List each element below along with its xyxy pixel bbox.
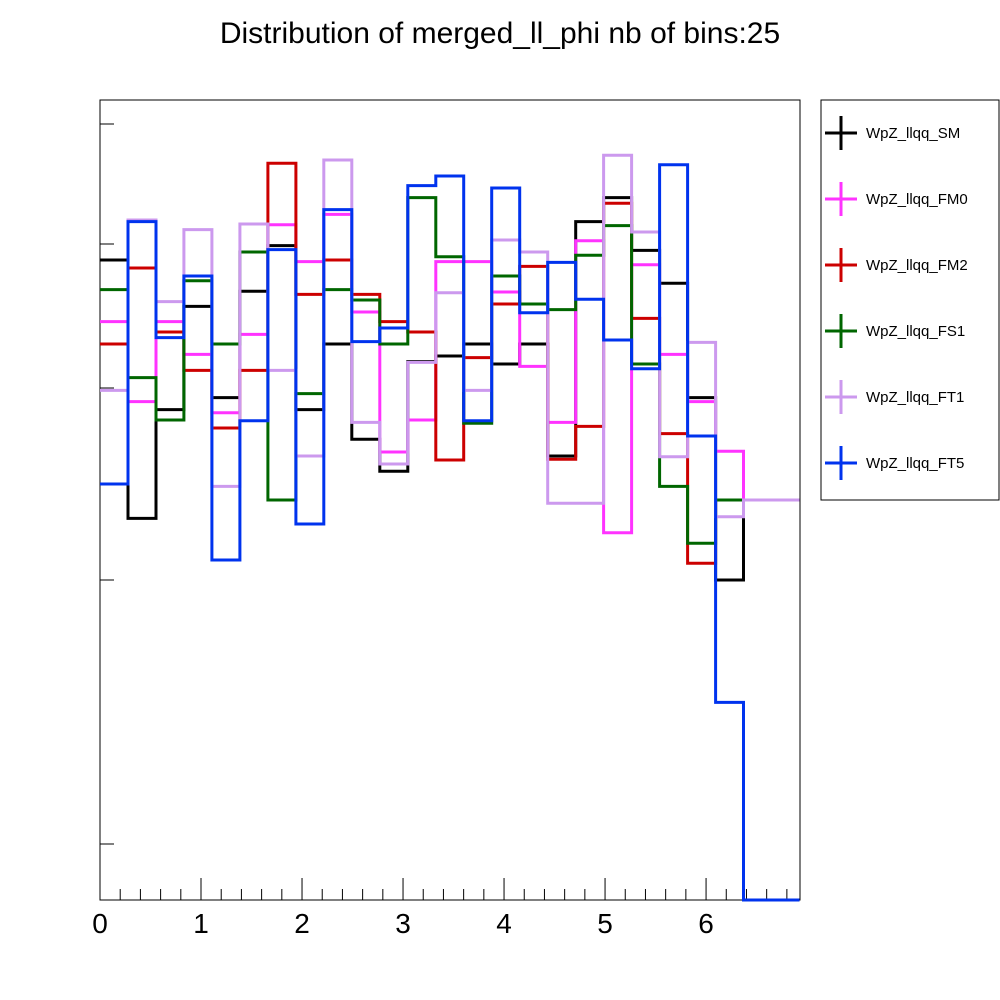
legend-entry: WpZ_llqq_FM2 <box>825 248 968 282</box>
legend-box <box>820 99 1000 501</box>
chart-title: Distribution of merged_ll_phi nb of bins… <box>220 17 780 50</box>
x-tick-label: 4 <box>496 908 512 939</box>
legend-entry: WpZ_llqq_FM0 <box>825 182 968 216</box>
x-tick-label: 2 <box>294 908 310 939</box>
legend-label: WpZ_llqq_FM0 <box>866 191 968 208</box>
legend-label: WpZ_llqq_FT1 <box>866 389 964 406</box>
legend-label: WpZ_llqq_FS1 <box>866 323 965 340</box>
legend-items: WpZ_llqq_SM WpZ_llqq_FM0 WpZ_llqq_FM2 WpZ_l… <box>825 116 968 480</box>
legend-label: WpZ_llqq_FM2 <box>866 257 968 274</box>
legend-entry: WpZ_llqq_FT5 <box>825 446 964 480</box>
legend-entry: WpZ_llqq_FS1 <box>825 314 965 348</box>
legend-entry: WpZ_llqq_SM <box>825 116 960 150</box>
series-line-wpz-llqq-ft5 <box>100 163 800 902</box>
x-tick-label: 3 <box>395 908 411 939</box>
legend: WpZ_llqq_SM WpZ_llqq_FM0 WpZ_llqq_FM2 WpZ_l… <box>820 99 1000 501</box>
legend-label: WpZ_llqq_SM <box>866 125 960 142</box>
x-axis: 0 1 2 3 4 5 6 <box>92 878 788 939</box>
x-tick-label: 5 <box>597 908 613 939</box>
x-tick-label: 0 <box>92 908 108 939</box>
legend-label: WpZ_llqq_FT5 <box>866 455 964 472</box>
x-tick-label: 6 <box>698 908 714 939</box>
plot-frame <box>99 99 801 901</box>
legend-entry: WpZ_llqq_FT1 <box>825 380 964 414</box>
series-layer <box>100 153 800 902</box>
y-axis <box>100 123 114 845</box>
x-tick-label: 1 <box>193 908 209 939</box>
